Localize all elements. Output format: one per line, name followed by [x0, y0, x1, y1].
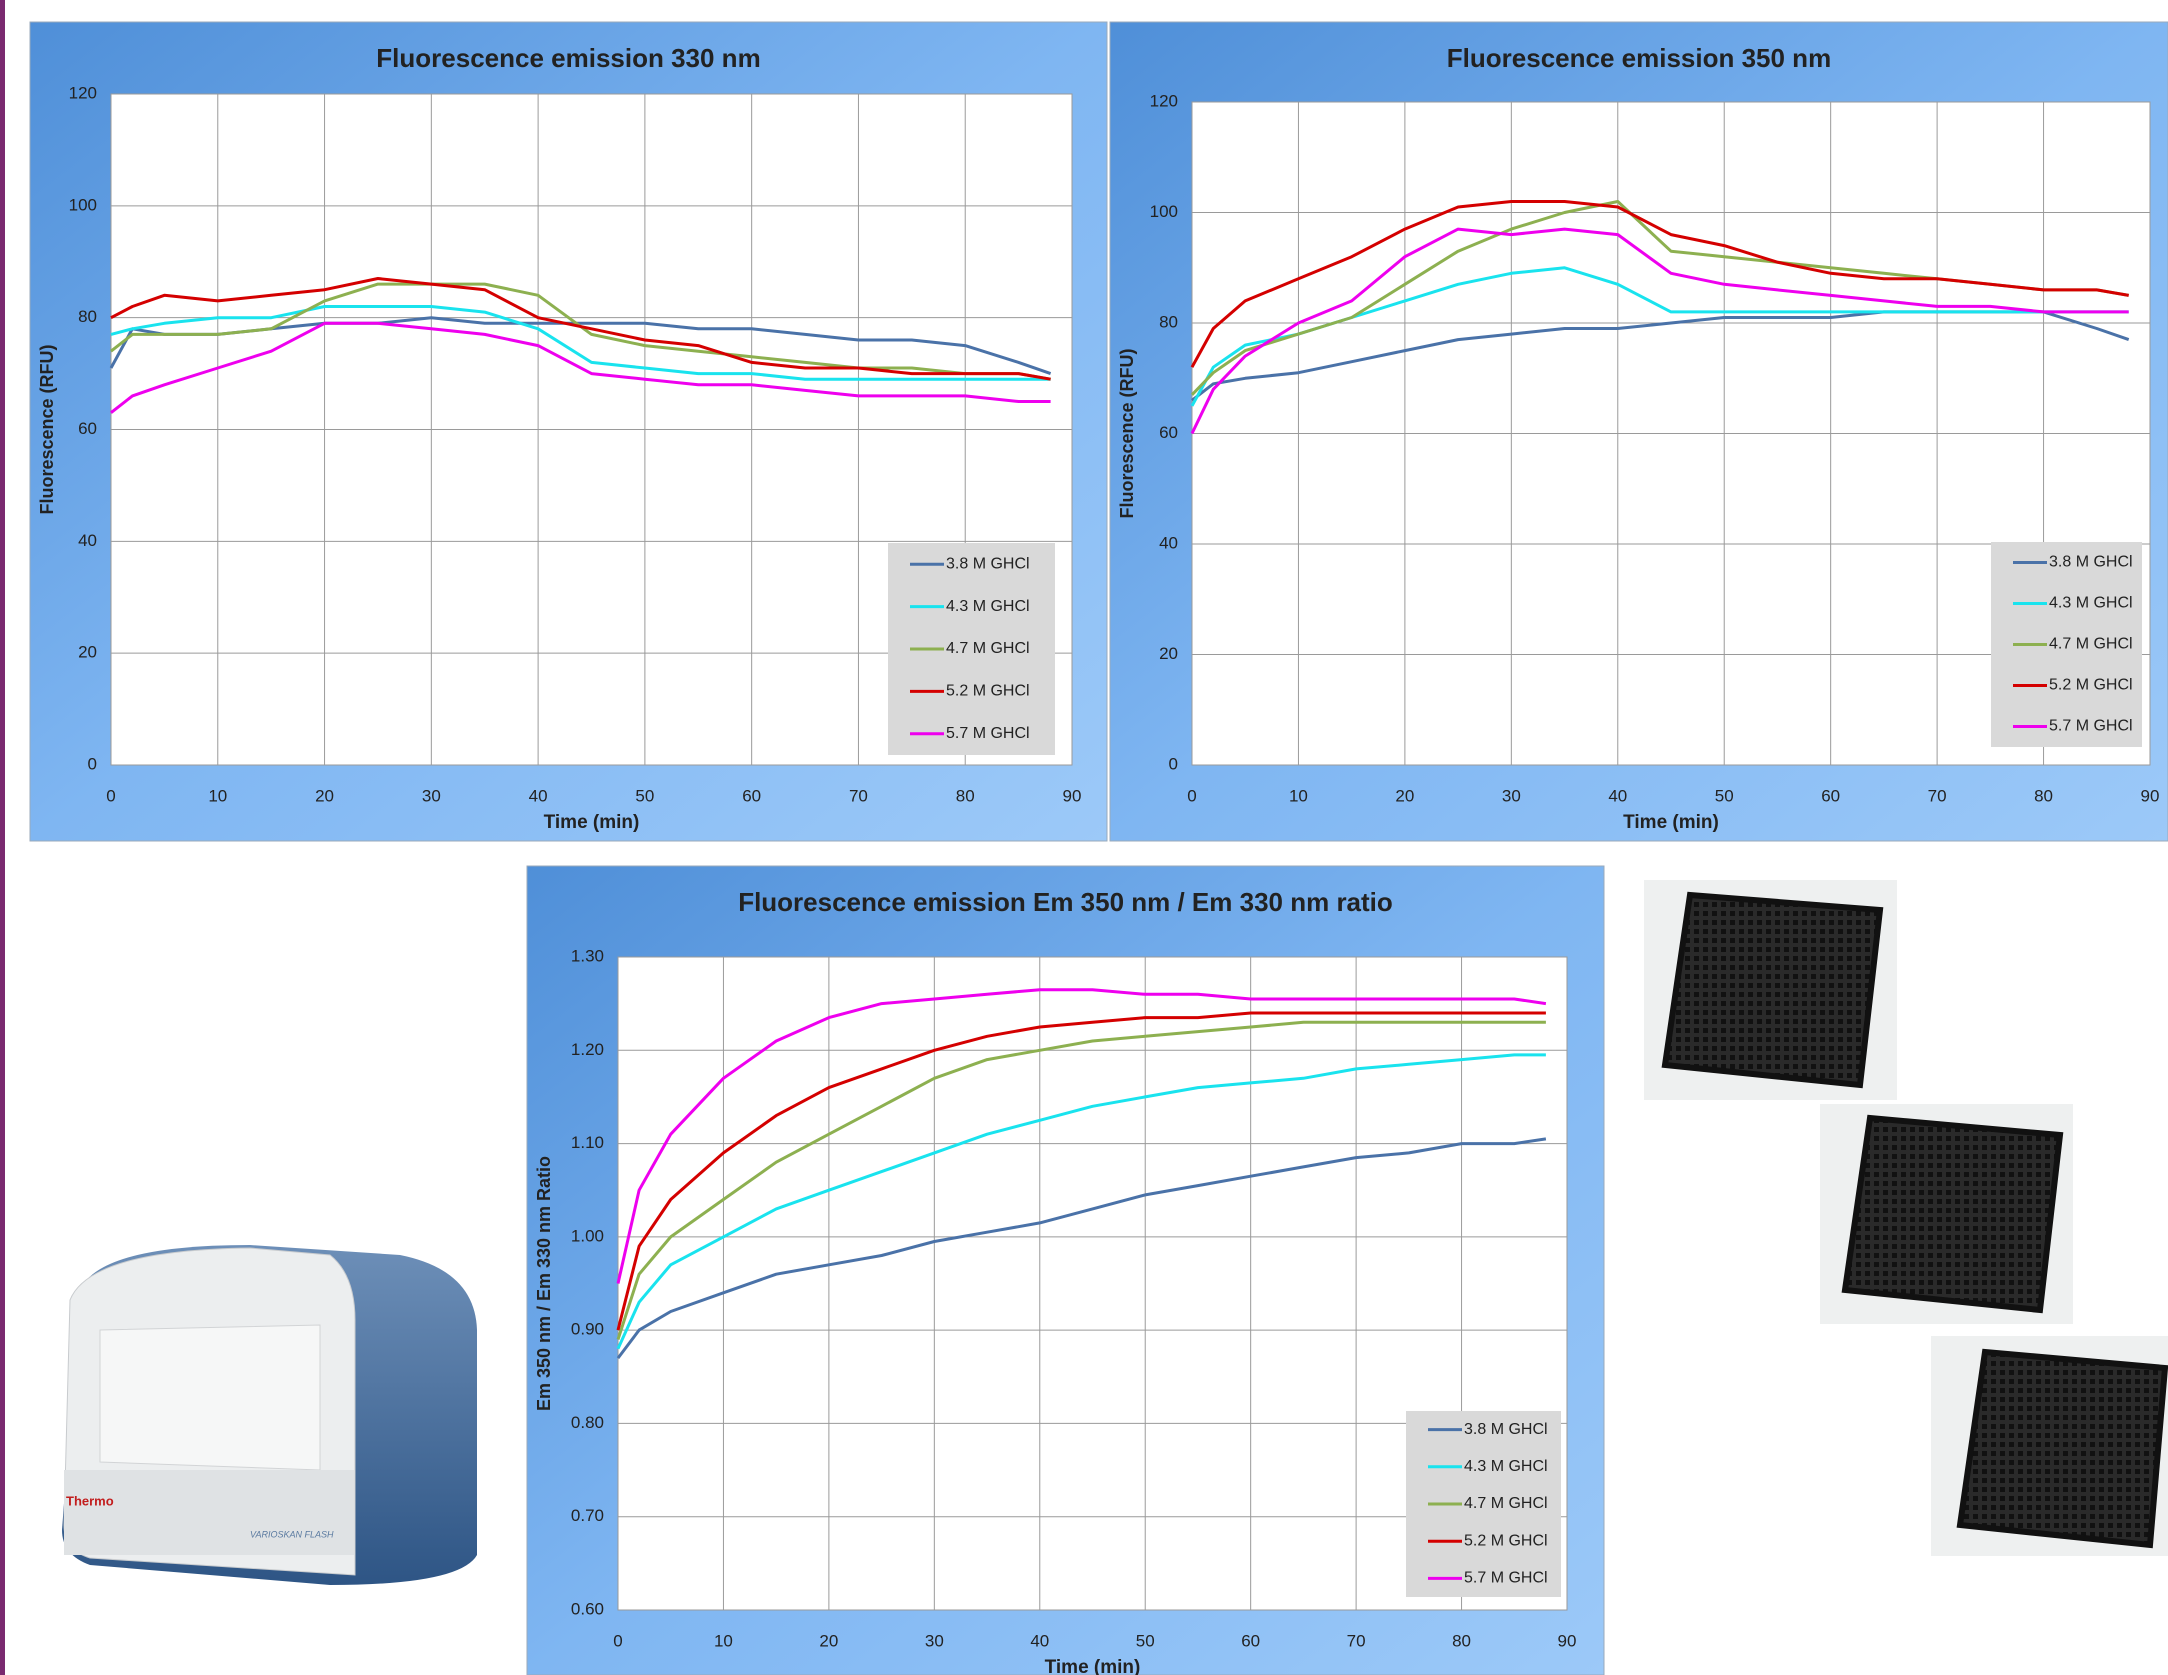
instrument-brand: Thermo	[66, 1493, 114, 1508]
chart: Fluorescence emission Em 350 nm / Em 330…	[526, 865, 1605, 1675]
data-line	[110, 305, 1051, 381]
x-tick-label: 80	[1452, 1631, 1471, 1650]
x-tick-label: 90	[1063, 786, 1082, 805]
legend-label: 3.8 M GHCl	[946, 555, 1030, 572]
x-axis-label: Time (min)	[544, 812, 640, 833]
y-tick-label: 0.80	[571, 1413, 604, 1432]
y-tick-label: 0.60	[571, 1599, 604, 1618]
instrument-model: VARIOSKAN FLASH	[250, 1529, 334, 1539]
x-axis-label: Time (min)	[1045, 1657, 1141, 1675]
y-tick-label: 60	[1159, 423, 1178, 442]
plate-images	[1644, 880, 2168, 1556]
y-tick-label: 20	[1159, 644, 1178, 663]
legend-label: 4.3 M GHCl	[1464, 1458, 1548, 1475]
chart-title: Fluorescence emission Em 350 nm / Em 330…	[738, 887, 1393, 917]
data-line	[1190, 227, 2129, 435]
y-tick-label: 1.20	[571, 1040, 604, 1059]
x-tick-label: 40	[1608, 786, 1627, 805]
x-tick-label: 30	[925, 1631, 944, 1650]
legend-label: 5.2 M GHCl	[1464, 1532, 1548, 1549]
data-line	[616, 1137, 1547, 1360]
instrument-image: Thermo VARIOSKAN FLASH	[62, 1245, 477, 1585]
chart-title: Fluorescence emission 350 nm	[1447, 43, 1831, 73]
x-tick-label: 70	[1347, 1631, 1366, 1650]
legend-label: 3.8 M GHCl	[1464, 1421, 1548, 1438]
x-tick-label: 60	[1241, 1631, 1260, 1650]
data-line	[110, 277, 1051, 381]
chart: Fluorescence emission 350 nm Time (min) Fl…	[1109, 21, 2168, 842]
x-tick-label: 0	[1187, 786, 1196, 805]
x-tick-label: 30	[1502, 786, 1521, 805]
x-tick-label: 60	[1821, 786, 1840, 805]
y-tick-label: 0	[88, 754, 97, 773]
legend-label: 4.7 M GHCl	[1464, 1495, 1548, 1512]
legend-label: 5.2 M GHCl	[2049, 677, 2133, 694]
legend-label: 4.3 M GHCl	[2049, 595, 2133, 612]
x-tick-label: 30	[422, 786, 441, 805]
x-tick-label: 50	[1136, 1631, 1155, 1650]
data-line	[1190, 200, 2129, 368]
x-tick-label: 10	[714, 1631, 733, 1650]
x-axis-label: Time (min)	[1623, 812, 1719, 833]
y-tick-label: 20	[78, 643, 97, 662]
x-tick-label: 10	[1289, 786, 1308, 805]
x-tick-label: 80	[2034, 786, 2053, 805]
y-axis-label: Fluorescence (RFU)	[1117, 348, 1137, 518]
y-tick-label: 0	[1169, 754, 1178, 773]
y-axis-label: Em 350 nm / Em 330 nm Ratio	[534, 1156, 554, 1411]
x-tick-label: 60	[742, 786, 761, 805]
y-tick-label: 120	[69, 83, 97, 102]
legend-label: 5.2 M GHCl	[946, 683, 1030, 700]
x-tick-label: 20	[1395, 786, 1414, 805]
legend-label: 5.7 M GHCl	[946, 725, 1030, 742]
legend-label: 3.8 M GHCl	[2049, 554, 2133, 571]
y-tick-label: 40	[1159, 533, 1178, 552]
y-tick-label: 1.30	[571, 946, 604, 965]
legend-label: 5.7 M GHCl	[1464, 1570, 1548, 1587]
legend-label: 5.7 M GHCl	[2049, 718, 2133, 735]
data-line	[110, 282, 1051, 381]
left-border	[0, 0, 5, 1675]
x-tick-label: 70	[849, 786, 868, 805]
y-tick-label: 100	[1150, 202, 1178, 221]
x-tick-label: 70	[1928, 786, 1947, 805]
x-tick-label: 50	[635, 786, 654, 805]
x-tick-label: 80	[956, 786, 975, 805]
x-tick-label: 50	[1715, 786, 1734, 805]
x-tick-label: 90	[2141, 786, 2160, 805]
chart: Fluorescence emission 330 nm Time (min) Fl…	[29, 21, 1108, 842]
x-tick-label: 90	[1558, 1631, 1577, 1650]
y-tick-label: 1.10	[571, 1133, 604, 1152]
y-tick-label: 120	[1150, 91, 1178, 110]
legend-label: 4.7 M GHCl	[946, 640, 1030, 657]
x-tick-label: 0	[613, 1631, 622, 1650]
y-axis-label: Fluorescence (RFU)	[37, 344, 57, 514]
legend-label: 4.3 M GHCl	[946, 598, 1030, 615]
x-tick-label: 20	[315, 786, 334, 805]
y-tick-label: 80	[78, 307, 97, 326]
data-line	[110, 321, 1051, 414]
data-line	[616, 1053, 1546, 1350]
data-line	[616, 1020, 1546, 1340]
chart-title: Fluorescence emission 330 nm	[376, 43, 760, 73]
x-tick-label: 10	[208, 786, 227, 805]
x-tick-label: 20	[819, 1631, 838, 1650]
y-tick-label: 100	[69, 195, 97, 214]
data-line	[616, 1011, 1546, 1331]
data-line	[616, 988, 1547, 1284]
y-tick-label: 0.90	[571, 1320, 604, 1339]
y-tick-label: 80	[1159, 312, 1178, 331]
x-tick-label: 0	[106, 786, 115, 805]
y-tick-label: 1.00	[571, 1226, 604, 1245]
legend-label: 4.7 M GHCl	[2049, 636, 2133, 653]
y-tick-label: 60	[78, 419, 97, 438]
x-tick-label: 40	[1030, 1631, 1049, 1650]
y-tick-label: 40	[78, 531, 97, 550]
x-tick-label: 40	[529, 786, 548, 805]
y-tick-label: 0.70	[571, 1506, 604, 1525]
